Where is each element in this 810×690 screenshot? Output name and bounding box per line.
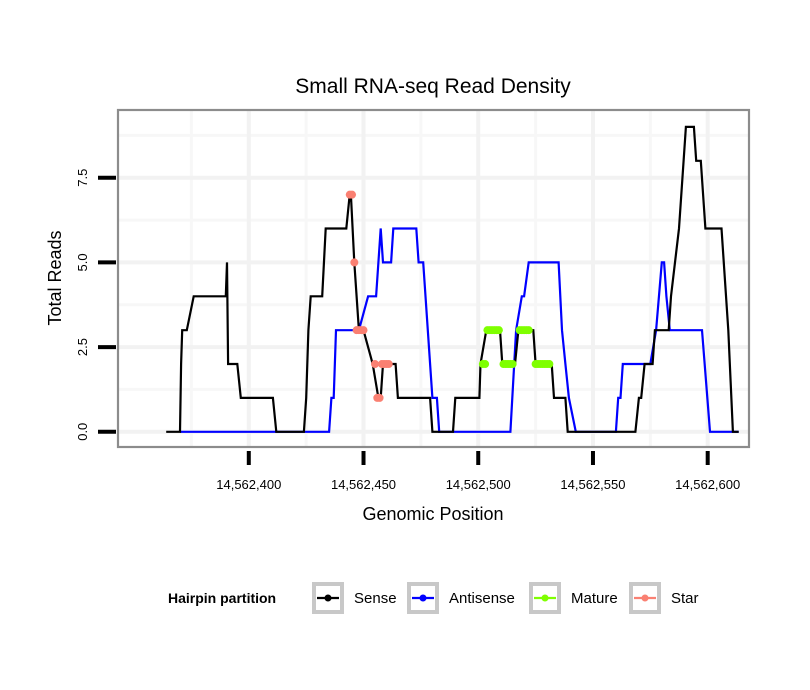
legend-key-point [324,594,332,602]
mature-point [481,360,490,369]
star-point [384,360,393,369]
legend-label: Antisense [449,590,515,607]
x-axis-label: Genomic Position [362,504,503,524]
x-axis: 14,562,400 14,562,450 14,562,500 14,562,550… [216,451,740,492]
plot-background [118,110,749,447]
legend-items: Sense Antisense Mature Star [312,582,699,614]
x-tick-label: 14,562,550 [560,477,625,492]
star-point [348,190,357,199]
legend-item-mature: Mature [529,582,618,614]
y-tick-label: 2.5 [75,338,90,356]
mature-point [545,360,554,369]
x-tick-label: 14,562,500 [446,477,511,492]
mature-point [494,326,503,335]
legend-key-point [541,594,549,602]
legend-label: Mature [571,590,618,607]
star-point [350,258,359,267]
y-tick-label: 0.0 [75,423,90,441]
y-axis: 0.0 2.5 5.0 7.5 [75,169,116,441]
legend-label: Star [671,590,699,607]
legend-key-point [641,594,649,602]
series-layer [166,125,739,433]
sense-line [166,125,739,433]
y-axis-label: Total Reads [45,230,65,325]
mature-point [524,326,533,335]
legend-label: Sense [354,590,397,607]
plot-border [116,108,751,449]
legend: Hairpin partition Sense Antisense Mature St… [168,582,699,614]
star-point [375,393,384,402]
x-tick-label: 14,562,450 [331,477,396,492]
y-tick-label: 7.5 [75,169,90,187]
star-point [359,326,368,335]
chart-title: Small RNA-seq Read Density [295,75,571,98]
legend-key-point [419,594,427,602]
antisense-line [180,227,739,433]
plot-panel [116,108,751,449]
legend-title: Hairpin partition [168,590,276,606]
x-tick-label: 14,562,400 [216,477,281,492]
x-tick-label: 14,562,600 [675,477,740,492]
y-tick-label: 5.0 [75,253,90,271]
legend-item-sense: Sense [312,582,397,614]
legend-item-antisense: Antisense [407,582,515,614]
legend-item-star: Star [629,582,699,614]
star-point [370,360,379,369]
mature-point [508,360,517,369]
